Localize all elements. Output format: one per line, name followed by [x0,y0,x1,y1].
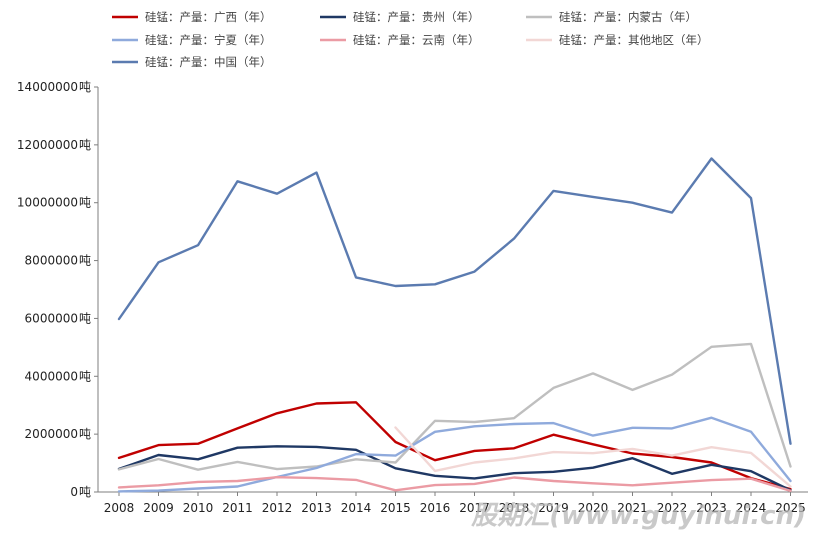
y-tick-unit: 吨 [79,196,91,210]
series-line-1 [117,445,792,492]
x-tick-label: 2008 [104,501,135,515]
series-line-4 [117,476,792,492]
series-line-5 [394,426,792,488]
y-tick-unit: 吨 [79,138,91,152]
x-tick-label: 2017 [459,501,490,515]
legend-label: 硅锰：产量：其他地区（年） [559,33,709,47]
series-line-6 [117,157,792,445]
y-tick-label: 2000000 [25,427,78,441]
x-tick-label: 2011 [222,501,253,515]
y-tick-label: 0 [70,485,78,499]
series-line-3 [117,416,792,493]
y-tick-unit: 吨 [79,485,91,499]
y-tick-label: 6000000 [25,311,78,325]
x-tick-label: 2020 [578,501,609,515]
y-tick-unit: 吨 [79,254,91,268]
x-tick-label: 2024 [736,501,767,515]
watermark-text: 股期汇(www.guyinui.cn) [470,501,806,531]
legend-label: 硅锰：产量：宁夏（年） [145,33,272,47]
x-tick-label: 2025 [775,501,806,515]
legend-label: 硅锰：产量：云南（年） [353,33,480,47]
x-tick-label: 2018 [499,501,530,515]
y-tick-unit: 吨 [79,427,91,441]
x-tick-label: 2010 [183,501,214,515]
y-tick-label: 12000000 [17,138,78,152]
x-tick-label: 2013 [301,501,332,515]
legend-label: 硅锰：产量：广西（年） [145,10,272,24]
y-tick-unit: 吨 [79,311,91,325]
x-tick-label: 2012 [262,501,293,515]
legend-label: 硅锰：产量：内蒙古（年） [559,10,697,24]
x-tick-label: 2023 [696,501,727,515]
x-tick-label: 2019 [538,501,569,515]
series-line-2 [117,342,792,471]
x-tick-label: 2015 [380,501,411,515]
x-tick-label: 2016 [420,501,451,515]
legend-label: 硅锰：产量：中国（年） [145,55,272,69]
x-tick-label: 2009 [143,501,174,515]
y-tick-label: 10000000 [17,196,78,210]
y-tick-label: 14000000 [17,80,78,94]
y-tick-label: 8000000 [25,254,78,268]
y-tick-label: 4000000 [25,369,78,383]
x-tick-label: 2014 [341,501,372,515]
legend-label: 硅锰：产量：贵州（年） [353,10,480,24]
x-tick-label: 2022 [657,501,688,515]
x-tick-label: 2021 [617,501,648,515]
y-tick-unit: 吨 [79,369,91,383]
y-tick-unit: 吨 [79,80,91,94]
series-line-0 [117,401,792,491]
